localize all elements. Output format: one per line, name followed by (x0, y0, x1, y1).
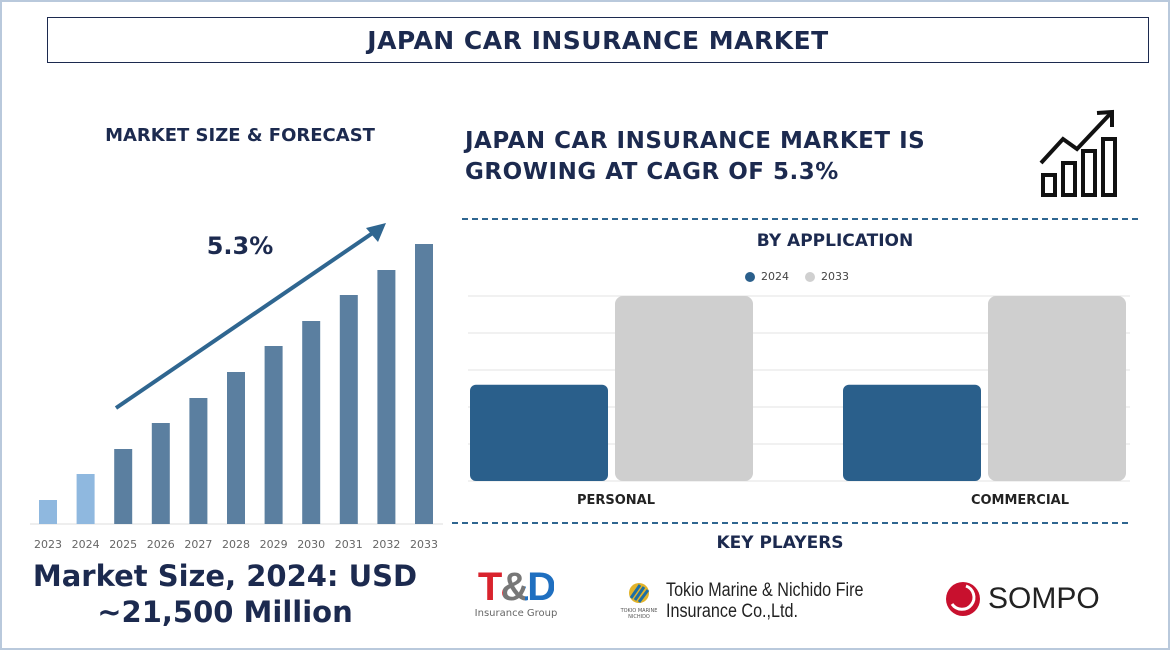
tick-label-2025: 2025 (109, 538, 137, 551)
legend: 2024 2033 (745, 270, 849, 283)
divider (452, 522, 1128, 524)
sompo-emblem-icon (946, 582, 980, 616)
cagr-annotation: 5.3% (207, 232, 274, 260)
legend-swatch-2024 (745, 271, 755, 282)
headline-line1: JAPAN CAR INSURANCE MARKET IS (465, 128, 926, 154)
bar-personal-2024 (470, 384, 608, 481)
market-size-line1: Market Size, 2024: USD (32, 559, 418, 593)
tick-label-2024: 2024 (72, 538, 100, 551)
bar-2029 (264, 346, 283, 524)
tokio-name-line1: Tokio Marine & Nichido Fire (666, 580, 864, 601)
bar-2028 (227, 372, 245, 524)
bar-2023 (39, 500, 57, 524)
tick-label-2033: 2033 (410, 538, 438, 551)
bar-2031 (339, 295, 358, 524)
growth-chart-icon (1039, 109, 1117, 197)
market-size-chart: 2023 2024 2025 2026 2027 2028 2029 2030 2031 2032… (30, 223, 443, 551)
tick-label-2030: 2030 (297, 538, 325, 551)
legend-swatch-2033 (805, 271, 815, 282)
bar-2030 (302, 321, 321, 524)
tick-label-2029: 2029 (260, 538, 288, 551)
bar-2032 (377, 270, 396, 524)
tokio-marine-emblem-icon (629, 583, 650, 603)
bar-2027 (189, 398, 208, 524)
market-size-line2: ~21,500 Million (97, 595, 353, 629)
tick-label-2031: 2031 (335, 538, 363, 551)
category-personal: PERSONAL (576, 493, 656, 508)
application-chart (468, 295, 1130, 482)
cagr-headline: JAPAN CAR INSURANCE MARKET IS GROWING AT… (465, 126, 925, 188)
legend-label-2024: 2024 (761, 270, 789, 283)
bar-personal-2033 (615, 296, 753, 481)
bar-2026 (151, 423, 170, 524)
td-name: T&D (477, 565, 556, 609)
tokio-name-line2: Insurance Co.,Ltd. (666, 601, 798, 622)
td-logo: T&D Insurance Group (466, 566, 566, 619)
arrow-head-icon (366, 223, 386, 242)
tokio-logo-text: TOKIO MARINE NICHIDO (620, 608, 658, 620)
category-commercial: COMMERCIAL (970, 493, 1070, 508)
tokio-marine-logo: TOKIO MARINE NICHIDO Tokio Marine & Nich… (620, 580, 898, 622)
td-subtitle: Insurance Group (474, 608, 558, 619)
by-application-heading: BY APPLICATION (756, 231, 914, 251)
page-title: JAPAN CAR INSURANCE MARKET (47, 17, 1149, 63)
market-size-text: Market Size, 2024: USD ~21,500 Million (20, 558, 430, 630)
tick-label-2032: 2032 (372, 538, 400, 551)
tick-label-2027: 2027 (184, 538, 212, 551)
tick-label-2023: 2023 (34, 538, 62, 551)
bar-2025 (114, 449, 133, 524)
headline-line2: GROWING AT CAGR OF 5.3% (465, 159, 839, 185)
sompo-logo: SOMPO (944, 580, 1100, 618)
market-size-heading: MARKET SIZE & FORECAST (105, 125, 375, 146)
bar-commercial-2024 (843, 384, 981, 481)
bar-2024 (76, 474, 95, 524)
tick-label-2026: 2026 (147, 538, 175, 551)
legend-label-2033: 2033 (821, 270, 849, 283)
key-players-heading: KEY PLAYERS (716, 533, 844, 553)
sompo-name: SOMPO (988, 582, 1100, 615)
bar-2033 (415, 244, 433, 524)
growth-arrow (114, 226, 382, 410)
bar-commercial-2033 (988, 296, 1126, 481)
divider (462, 218, 1138, 220)
tick-label-2028: 2028 (222, 538, 250, 551)
